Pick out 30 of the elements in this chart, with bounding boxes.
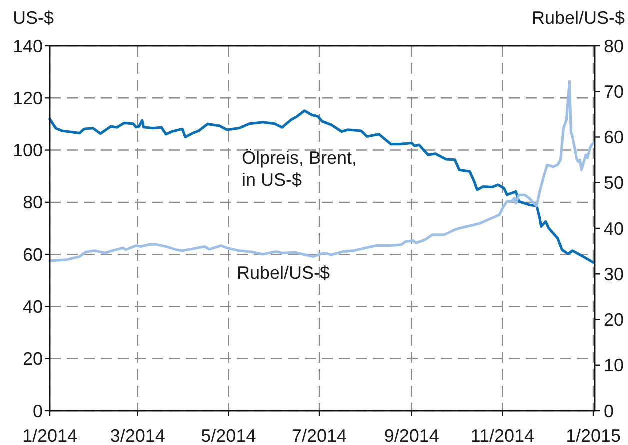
x-tick-label: 11/2014 [470, 426, 535, 445]
y2-tick-label: 30 [604, 264, 624, 284]
y-tick-label: 120 [12, 88, 43, 108]
line-series [48, 80, 595, 262]
y2-tick-label: 60 [604, 128, 624, 148]
y2-tick-label: 0 [604, 401, 614, 422]
y2-tick-label: 50 [604, 173, 624, 194]
y-tick-label: 60 [22, 244, 43, 265]
y2-tick-label: 20 [604, 310, 624, 330]
y-tick-label: 40 [22, 297, 43, 318]
y2-tick-label: 70 [604, 82, 624, 102]
y-tick-label: 0 [32, 401, 43, 422]
y-tick-label: 100 [12, 140, 43, 161]
series-label: Rubel/US-$ [237, 263, 330, 283]
y-tick-label: 80 [22, 192, 43, 213]
x-tick-label: 1/2014 [22, 426, 78, 445]
x-tick-label: 5/2014 [201, 426, 256, 445]
y-axis-title: US-$ [13, 8, 54, 28]
series-label: Ölpreis, Brent, in US-$ [242, 148, 358, 190]
x-tick-label: 7/2014 [292, 426, 348, 445]
y2-tick-label: 10 [604, 356, 624, 376]
x-tick-label: 9/2014 [384, 426, 440, 445]
y-tick-label: 140 [12, 36, 43, 56]
line-series [48, 110, 595, 264]
x-tick-label: 1/2015 [566, 426, 622, 445]
y2-tick-label: 80 [604, 36, 624, 56]
x-tick-label: 3/2014 [110, 426, 166, 445]
y2-axis-title: Rubel/US-$ [532, 8, 625, 28]
y2-tick-label: 40 [604, 218, 624, 239]
y-tick-label: 20 [22, 349, 43, 370]
